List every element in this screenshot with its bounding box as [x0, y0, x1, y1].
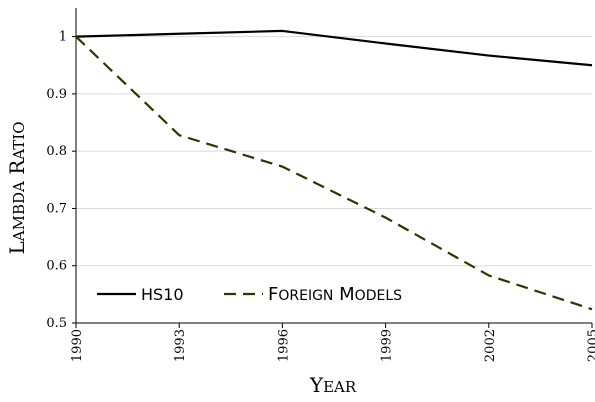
- tick-labels: 0.5 0.6 0.7 0.8 0.9 1 1990 1993 1996 1999 2002 2005: [46, 30, 595, 362]
- legend-label-foreign-models: FOREIGN MODELS: [268, 284, 402, 305]
- x-tick-label-2005: 2005: [586, 329, 595, 362]
- legend-label-hs10: HS10: [141, 285, 184, 304]
- y-tick-label-0-9: 0.9: [46, 87, 67, 102]
- series-line-hs10: [75, 29, 593, 67]
- y-tick-label-1: 1: [59, 30, 67, 45]
- y-tick-label-0-6: 0.6: [46, 259, 67, 274]
- grid-lines: [76, 36, 592, 324]
- x-tick-label-1990: 1990: [70, 329, 85, 362]
- x-tick-label-1993: 1993: [173, 329, 188, 362]
- x-tick-label-1996: 1996: [276, 329, 291, 362]
- x-axis-title: YEAR: [309, 373, 357, 397]
- series-line-foreign-models: [75, 35, 593, 311]
- axes: [75, 8, 592, 324]
- y-tick-label-0-8: 0.8: [46, 144, 67, 159]
- x-tick-label-2002: 2002: [483, 329, 498, 362]
- legend: HS10 FOREIGN MODELS: [97, 284, 402, 305]
- series-lines: [75, 29, 593, 311]
- y-tick-label-0-7: 0.7: [46, 201, 67, 216]
- y-tick-label-0-5: 0.5: [46, 316, 67, 331]
- y-axis-title: LAMBDA RATIO: [5, 121, 29, 254]
- x-tick-label-1999: 1999: [380, 329, 395, 362]
